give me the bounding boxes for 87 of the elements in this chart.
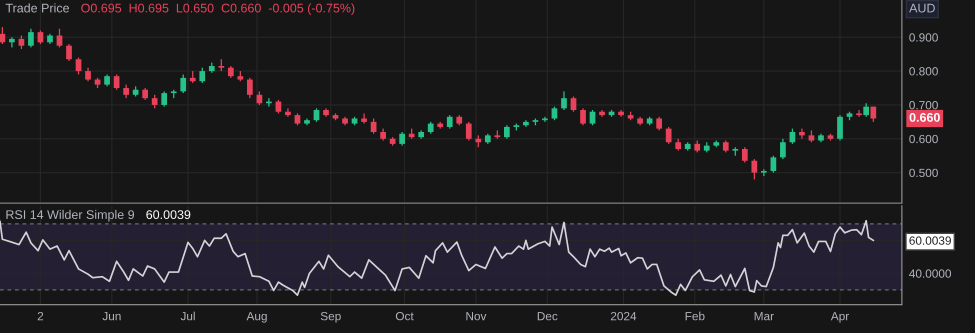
y-tick-label: 60.0039 xyxy=(909,236,951,245)
x-tick-label: Feb xyxy=(686,312,705,320)
candlestick xyxy=(208,62,215,74)
line-series xyxy=(0,220,874,296)
x-tick-label: 2024 xyxy=(610,312,636,320)
candlestick xyxy=(799,128,805,140)
candlestick xyxy=(456,114,462,126)
x-tick-label: 2 xyxy=(38,312,44,320)
candlestick xyxy=(0,26,6,45)
candlestick xyxy=(247,77,253,99)
candlestick xyxy=(18,34,24,50)
candlestick xyxy=(28,28,34,48)
candlestick xyxy=(580,108,586,126)
x-tick-label: Oct xyxy=(396,312,414,320)
candlestick xyxy=(228,65,234,78)
candlestick xyxy=(294,112,300,126)
candlestick xyxy=(47,33,53,45)
candlestick xyxy=(123,84,129,99)
text: AUD xyxy=(909,4,935,12)
x-tick-label: Jul xyxy=(180,312,195,320)
y-tick-label: 40.0000 xyxy=(909,269,952,278)
candlestick xyxy=(399,131,406,146)
annotation: 0.660 xyxy=(910,112,940,122)
candlestick xyxy=(722,140,729,153)
candlestick xyxy=(76,56,82,76)
candlestick xyxy=(770,155,776,174)
candlestick xyxy=(132,86,138,98)
candlestick xyxy=(504,124,510,140)
candlestick xyxy=(704,142,710,153)
candlestick xyxy=(446,114,453,130)
candlestick xyxy=(428,121,434,134)
candlestick xyxy=(9,36,15,48)
candlestick xyxy=(114,74,120,90)
candlestick xyxy=(751,158,758,180)
candlestick xyxy=(38,30,44,45)
candlestick xyxy=(590,109,596,126)
candlestick xyxy=(837,114,843,142)
candlestick xyxy=(780,138,786,160)
annotation: 60.0039 xyxy=(146,210,190,220)
candlestick xyxy=(190,70,196,84)
candlestick xyxy=(256,90,262,106)
candlestick xyxy=(742,146,748,164)
candlestick xyxy=(314,108,320,123)
candlestick xyxy=(370,118,376,134)
candlestick xyxy=(161,90,168,108)
candlestick xyxy=(808,130,814,143)
candlestick xyxy=(180,74,186,94)
x-tick-label: Mar xyxy=(754,312,774,320)
candlestick xyxy=(675,138,682,152)
candlestick xyxy=(237,70,244,82)
candlestick xyxy=(484,133,491,145)
y-tick-label: 0.600 xyxy=(909,134,938,144)
chart-title: RSI 14 Wilder Simple 9 xyxy=(6,210,134,222)
x-tick-label: Nov xyxy=(466,312,486,320)
candlestick xyxy=(870,106,876,123)
x-tick-label: Sep xyxy=(320,312,341,323)
candlestick xyxy=(199,67,206,84)
candlestick xyxy=(104,74,110,87)
candlestick xyxy=(694,140,700,153)
candlestick xyxy=(790,128,796,145)
x-tick-label: Dec xyxy=(538,312,558,320)
candlestick xyxy=(94,77,100,89)
y-tick-label: 0.500 xyxy=(909,168,938,178)
candlestick xyxy=(863,102,870,118)
candlestick xyxy=(85,67,91,82)
y-tick-label: 0.800 xyxy=(909,67,938,76)
candlestick xyxy=(380,128,386,142)
y-tick-label: 0.900 xyxy=(909,33,938,42)
candlestick xyxy=(66,43,72,62)
candlestick xyxy=(142,87,148,100)
candlestick xyxy=(408,128,415,140)
chart-title: Trade Price xyxy=(6,3,69,12)
candlestick xyxy=(276,99,282,114)
candlestick xyxy=(570,96,576,112)
candlestick xyxy=(561,90,567,111)
x-tick-label: Aug xyxy=(246,312,267,323)
candlestick xyxy=(466,121,472,142)
candlestick xyxy=(152,94,158,109)
candlestick xyxy=(666,126,672,145)
x-tick-label: Jun xyxy=(102,312,121,320)
x-tick-label: Apr xyxy=(830,312,849,323)
candlestick xyxy=(656,116,662,131)
candlestick xyxy=(56,28,62,48)
candlestick xyxy=(552,106,558,121)
candlestick xyxy=(361,112,367,124)
y-tick-label: 0.700 xyxy=(909,100,938,110)
annotation: O0.695 H0.695 L0.650 C0.660 -0.005 (-0.75%) xyxy=(81,3,354,15)
